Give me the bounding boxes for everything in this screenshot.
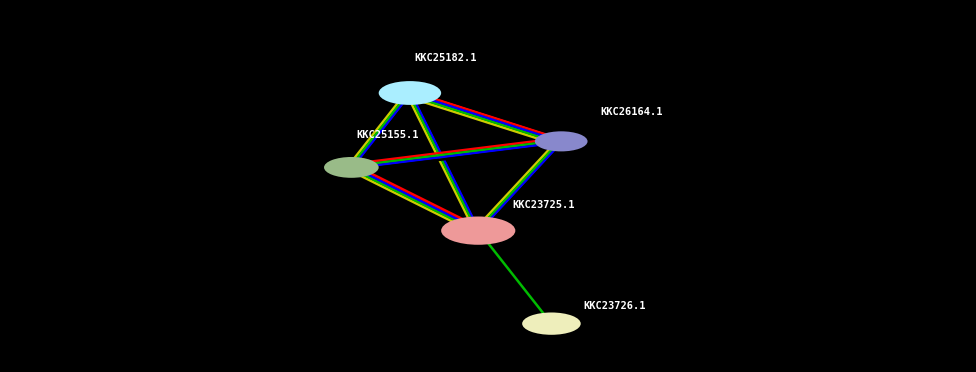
Text: KKC25155.1: KKC25155.1 (356, 129, 419, 140)
Ellipse shape (379, 81, 441, 105)
Text: KKC25182.1: KKC25182.1 (415, 53, 477, 63)
Ellipse shape (324, 157, 379, 178)
Text: KKC23725.1: KKC23725.1 (512, 200, 575, 210)
Ellipse shape (535, 131, 588, 151)
Text: KKC26164.1: KKC26164.1 (600, 107, 663, 117)
Text: KKC23726.1: KKC23726.1 (584, 301, 646, 311)
Ellipse shape (522, 312, 581, 335)
Ellipse shape (441, 217, 515, 245)
